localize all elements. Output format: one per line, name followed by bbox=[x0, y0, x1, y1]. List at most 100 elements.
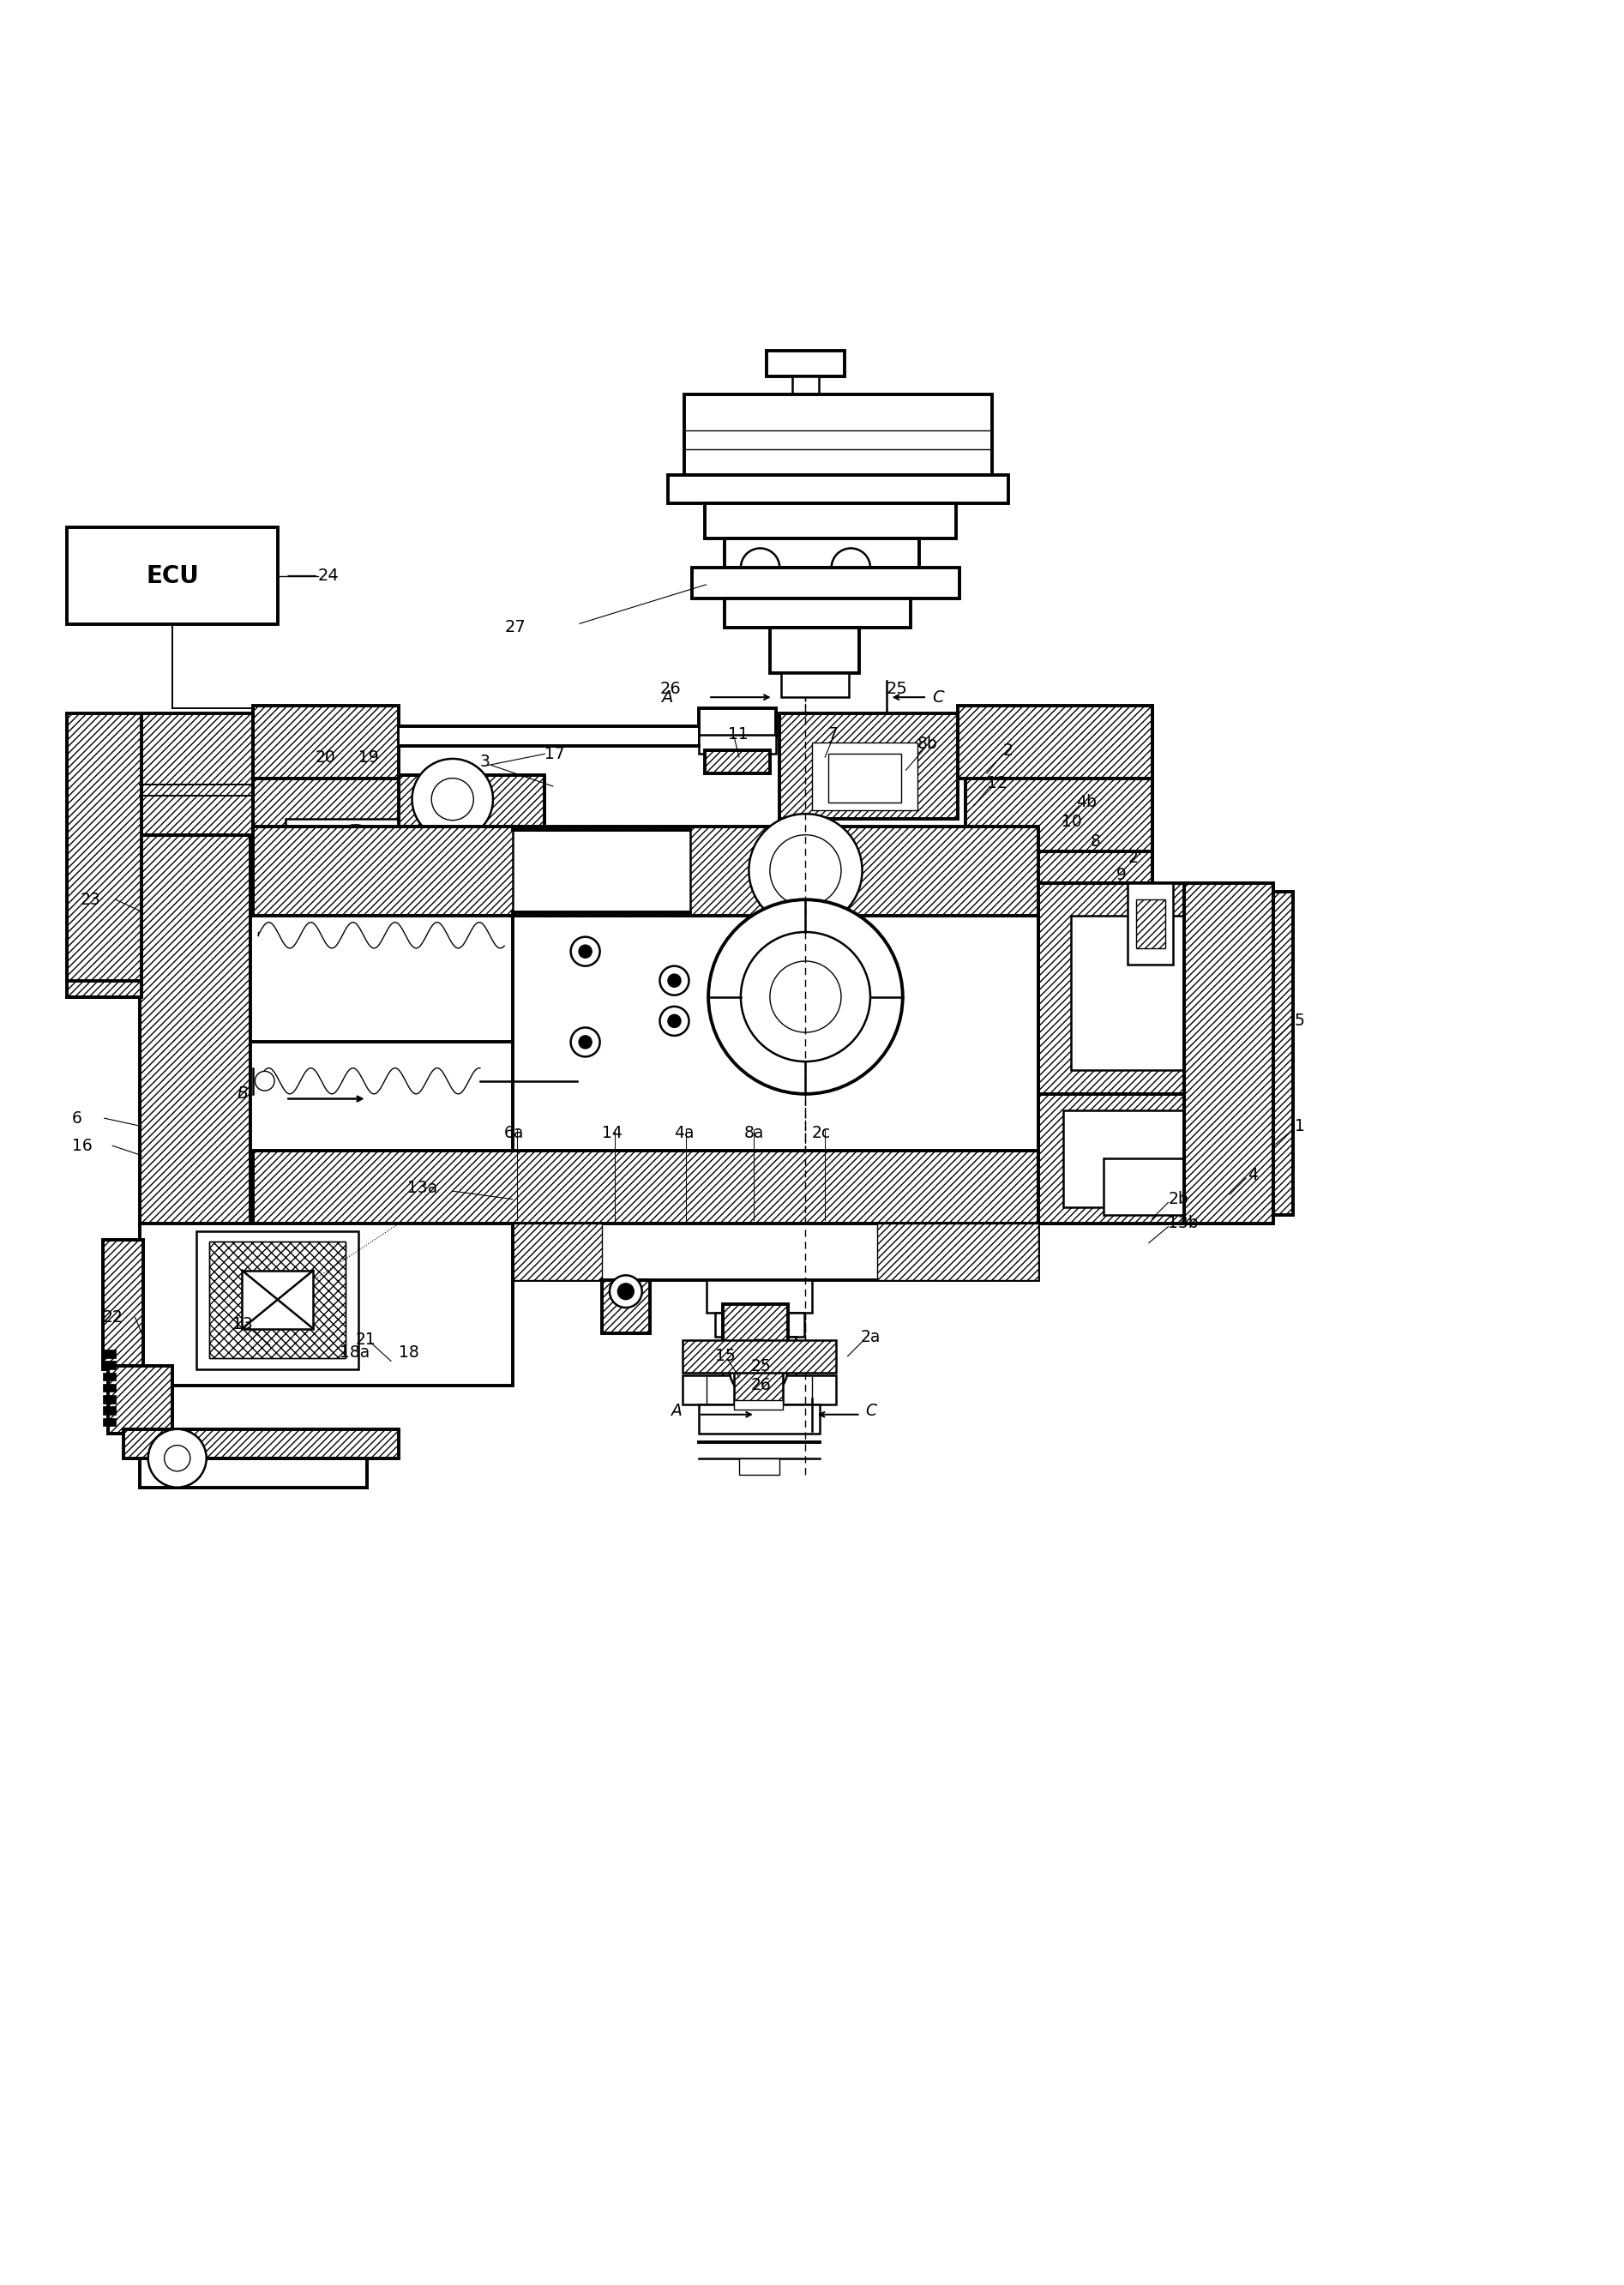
Bar bbox=[966, 779, 1151, 850]
Circle shape bbox=[255, 1072, 274, 1090]
Bar bbox=[286, 818, 448, 884]
Text: 13b: 13b bbox=[1168, 1216, 1199, 1232]
Bar bbox=[197, 1232, 359, 1369]
Bar bbox=[253, 1152, 1039, 1222]
Bar bbox=[723, 1305, 788, 1346]
Circle shape bbox=[770, 962, 841, 1033]
Text: 4: 4 bbox=[1247, 1168, 1259, 1184]
Bar bbox=[734, 1401, 783, 1410]
Bar bbox=[1039, 1095, 1265, 1222]
Bar bbox=[253, 827, 1039, 916]
Bar bbox=[250, 916, 513, 1044]
Text: 14: 14 bbox=[601, 1124, 622, 1140]
Bar bbox=[706, 1280, 812, 1312]
Text: 12: 12 bbox=[987, 775, 1007, 791]
Bar bbox=[1135, 900, 1164, 948]
Bar bbox=[739, 1458, 780, 1474]
Bar bbox=[698, 1405, 820, 1435]
Circle shape bbox=[729, 1339, 788, 1398]
Text: 25: 25 bbox=[887, 681, 908, 697]
Circle shape bbox=[831, 548, 870, 587]
Bar bbox=[767, 350, 844, 377]
Bar bbox=[140, 834, 250, 1222]
Bar bbox=[1184, 884, 1273, 1222]
Text: 6a: 6a bbox=[505, 1124, 525, 1140]
Text: 2: 2 bbox=[1004, 743, 1013, 759]
Text: 11: 11 bbox=[728, 727, 749, 743]
Bar bbox=[400, 775, 544, 827]
Bar bbox=[140, 834, 250, 1222]
Circle shape bbox=[609, 1275, 641, 1307]
Bar bbox=[780, 713, 958, 818]
Bar bbox=[1039, 1095, 1265, 1222]
Bar bbox=[698, 733, 776, 754]
Text: 24: 24 bbox=[318, 567, 339, 585]
Bar bbox=[253, 827, 1039, 916]
Bar bbox=[302, 829, 419, 877]
Circle shape bbox=[659, 967, 689, 996]
Text: 18a: 18a bbox=[339, 1346, 369, 1362]
Bar bbox=[705, 752, 770, 772]
Bar bbox=[140, 713, 253, 834]
Bar bbox=[692, 567, 960, 599]
Bar bbox=[1273, 891, 1293, 1216]
Bar bbox=[877, 1222, 1039, 1280]
Circle shape bbox=[326, 825, 385, 884]
Bar bbox=[1039, 884, 1265, 1095]
Text: 7: 7 bbox=[828, 727, 838, 743]
Bar bbox=[601, 1280, 650, 1334]
Text: 4b: 4b bbox=[1077, 795, 1096, 811]
Text: 2b: 2b bbox=[1168, 1190, 1189, 1206]
Bar bbox=[67, 528, 278, 624]
Bar bbox=[513, 1222, 601, 1280]
Bar bbox=[1039, 850, 1151, 884]
Bar bbox=[140, 1458, 367, 1488]
Text: 13: 13 bbox=[232, 1316, 253, 1332]
Bar bbox=[734, 1369, 783, 1401]
Text: 13a: 13a bbox=[408, 1179, 437, 1195]
Bar bbox=[682, 1339, 836, 1373]
Bar bbox=[1039, 884, 1265, 1095]
Bar bbox=[102, 1362, 115, 1369]
Text: 23: 23 bbox=[80, 891, 101, 907]
Bar bbox=[781, 674, 849, 697]
Circle shape bbox=[148, 1428, 206, 1488]
Bar bbox=[958, 706, 1151, 779]
Circle shape bbox=[578, 1035, 591, 1049]
Bar bbox=[123, 1428, 400, 1458]
Circle shape bbox=[659, 1005, 689, 1035]
Text: 22: 22 bbox=[102, 1309, 123, 1325]
Text: 6: 6 bbox=[71, 1111, 83, 1127]
Text: 19: 19 bbox=[359, 749, 378, 765]
Bar bbox=[966, 779, 1151, 850]
Bar bbox=[400, 727, 698, 745]
Bar bbox=[698, 708, 776, 738]
Bar bbox=[513, 1222, 1039, 1280]
Bar bbox=[253, 779, 513, 827]
Bar bbox=[705, 503, 957, 539]
Bar bbox=[123, 1428, 400, 1458]
Circle shape bbox=[339, 839, 372, 871]
Text: B: B bbox=[237, 1085, 248, 1101]
Bar bbox=[253, 1152, 1039, 1222]
Bar bbox=[107, 1366, 172, 1435]
Bar bbox=[723, 1305, 788, 1346]
Bar bbox=[734, 1369, 783, 1401]
Text: 2a: 2a bbox=[861, 1328, 880, 1346]
Bar bbox=[107, 1366, 172, 1435]
Bar bbox=[67, 713, 141, 996]
Bar bbox=[770, 628, 859, 674]
Bar bbox=[1103, 1158, 1200, 1216]
Circle shape bbox=[432, 779, 474, 820]
Text: 4a: 4a bbox=[674, 1124, 695, 1140]
Text: 8: 8 bbox=[1090, 834, 1101, 850]
Bar bbox=[1273, 891, 1293, 1216]
Circle shape bbox=[570, 937, 599, 967]
Bar bbox=[1039, 850, 1151, 884]
Text: 2c: 2c bbox=[812, 1124, 831, 1140]
Bar bbox=[705, 752, 770, 772]
Bar bbox=[250, 1042, 513, 1158]
Circle shape bbox=[667, 1015, 680, 1028]
Bar bbox=[302, 829, 419, 877]
Bar bbox=[102, 1373, 115, 1380]
